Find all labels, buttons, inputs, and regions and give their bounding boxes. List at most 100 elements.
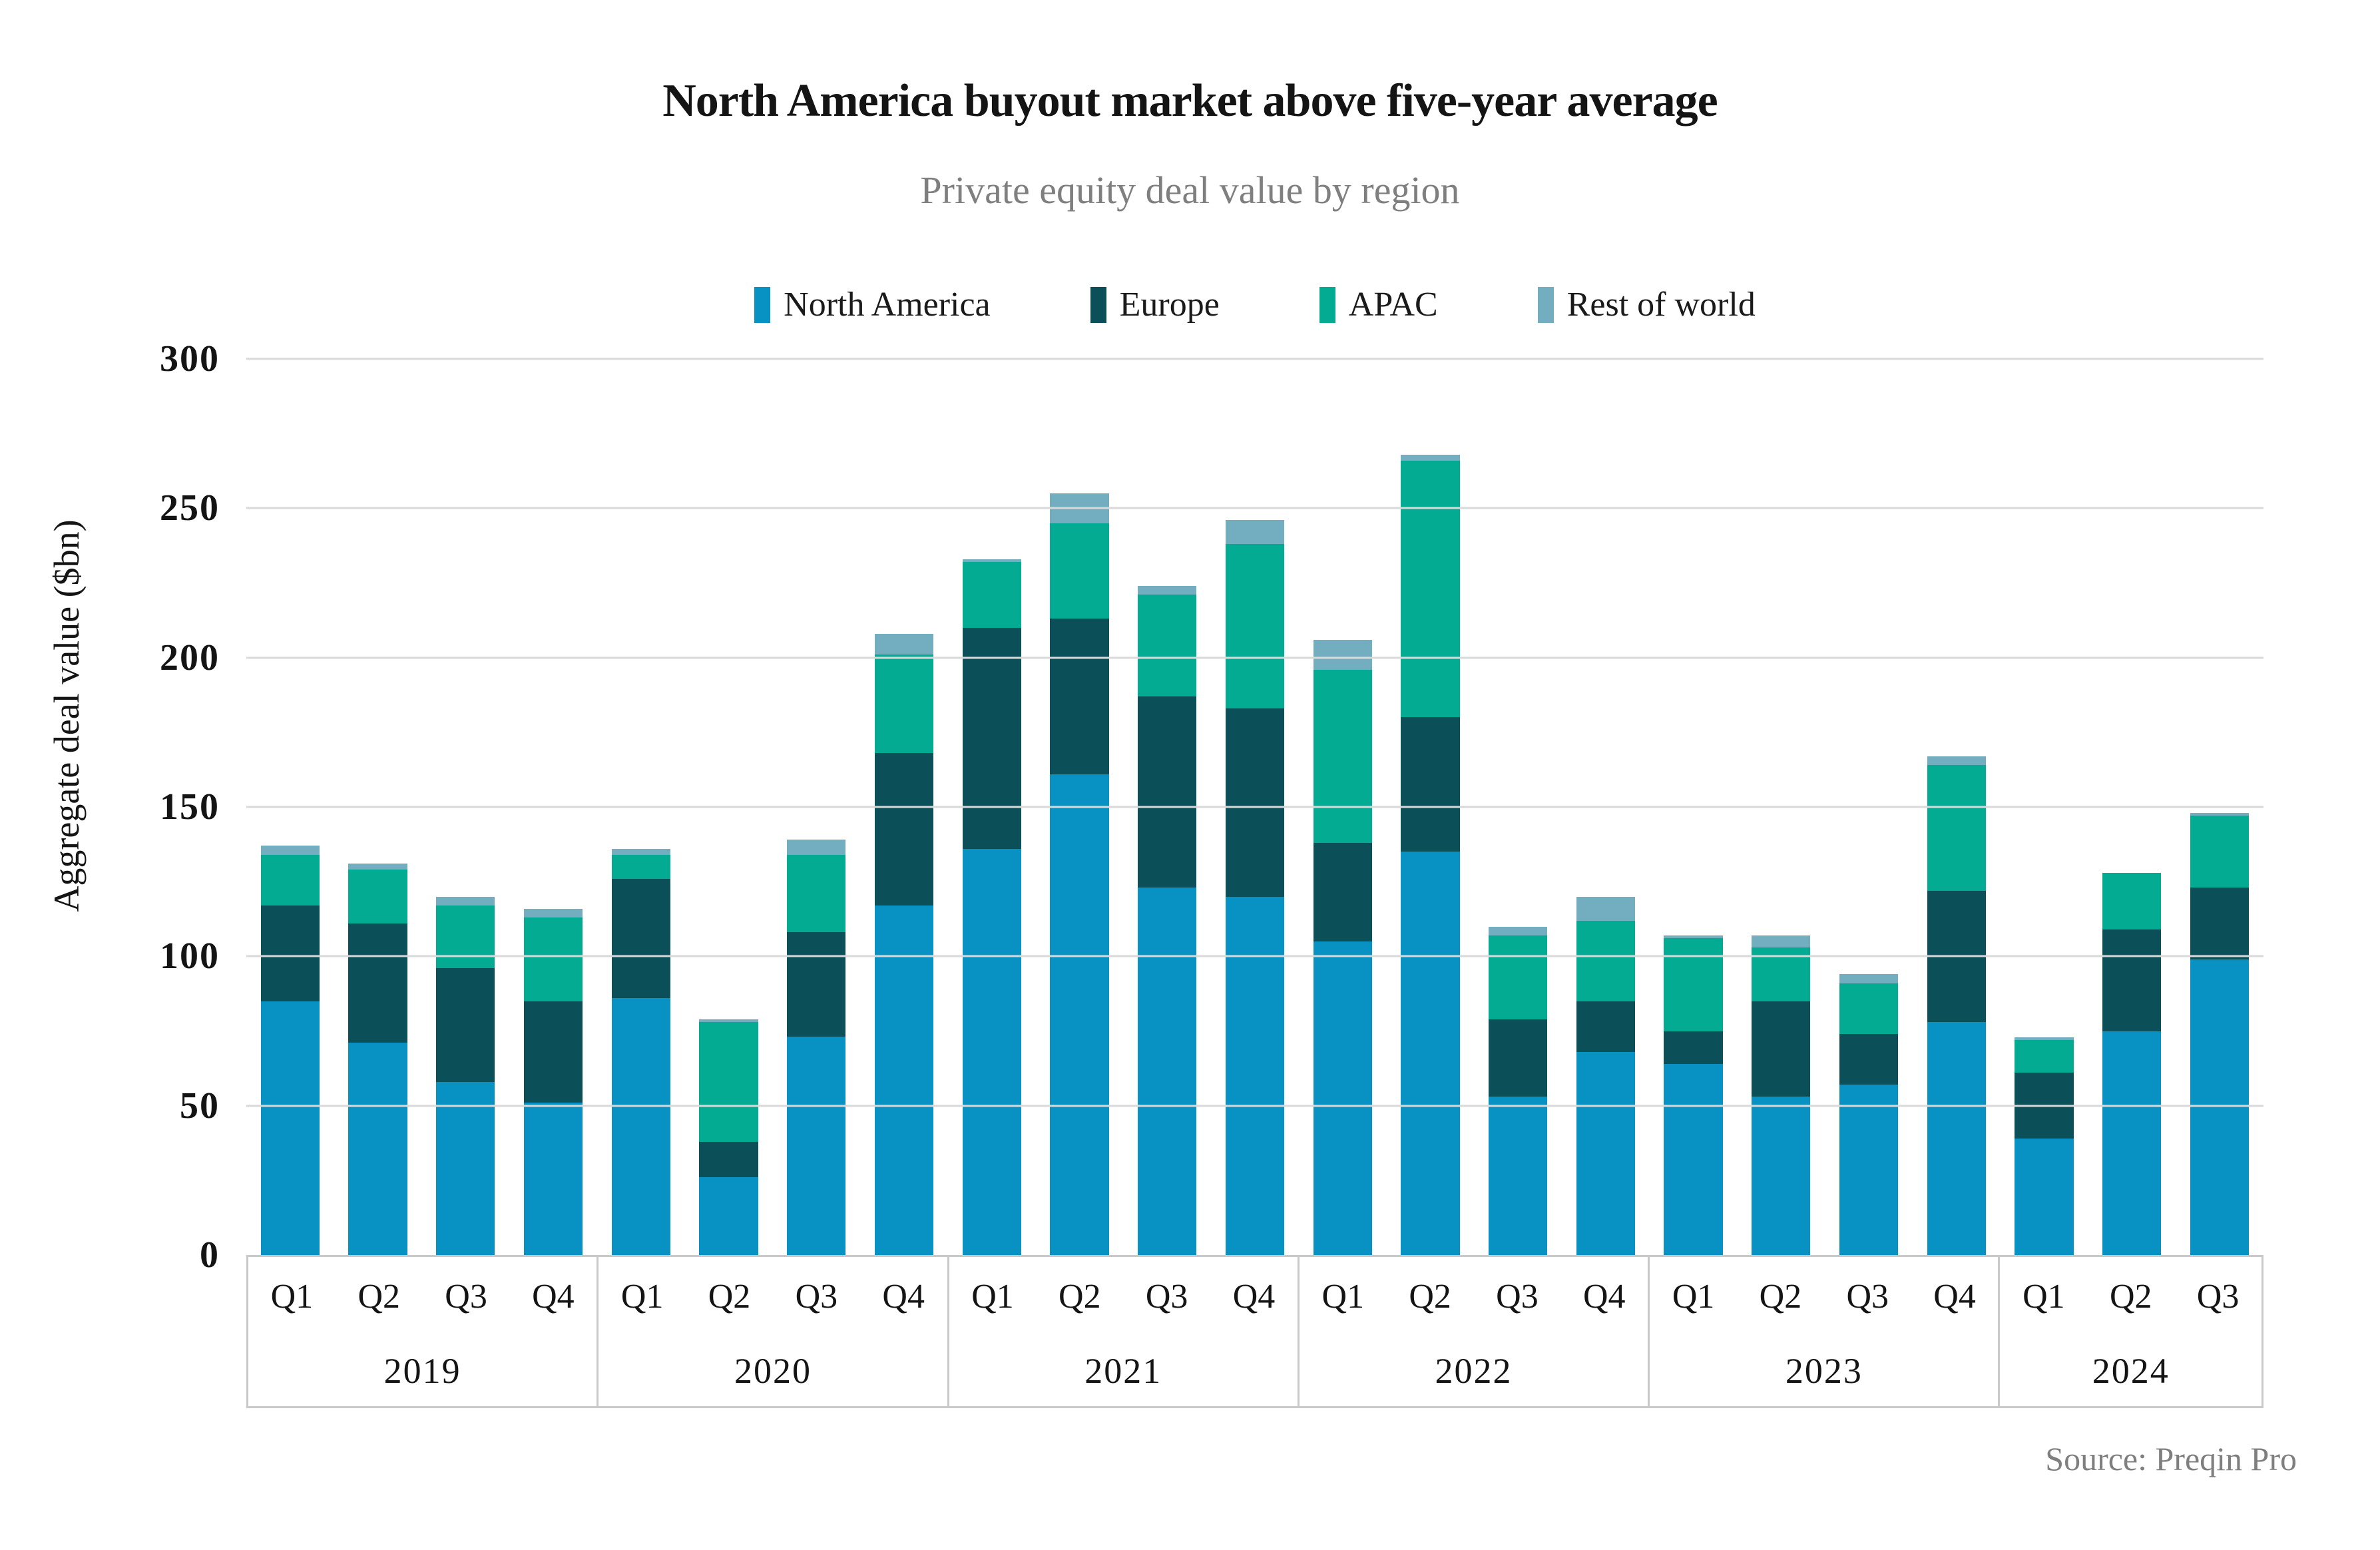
- x-label-2024-q2: Q2: [2109, 1277, 2152, 1316]
- bar-segment-rest-of-world: [436, 896, 495, 906]
- bar-segment-rest-of-world: [787, 840, 846, 855]
- bar-segment-europe: [1752, 1001, 1811, 1097]
- quarter-row-2024: Q1 Q2 Q3: [2000, 1257, 2261, 1336]
- x-label-2022-q2: Q2: [1409, 1277, 1451, 1316]
- bar-slot-2020-q3: [772, 359, 860, 1255]
- bar-slot-2022-q4: [1562, 359, 1650, 1255]
- x-label-2022-q4: Q4: [1583, 1277, 1626, 1316]
- bar-segment-apac: [699, 1022, 758, 1142]
- year-group-2023: Q1 Q2 Q3 Q4 2023: [1650, 1257, 2001, 1406]
- bar-slot-2021-q1: [948, 359, 1036, 1255]
- year-group-2021: Q1 Q2 Q3 Q4 2021: [949, 1257, 1300, 1406]
- year-label-2022: 2022: [1435, 1351, 1513, 1391]
- plot-area: [246, 358, 2263, 1255]
- quarter-row-2021: Q1 Q2 Q3 Q4: [949, 1257, 1298, 1336]
- year-group-2020: Q1 Q2 Q3 Q4 2020: [598, 1257, 949, 1406]
- bar-segment-rest-of-world: [874, 633, 934, 655]
- legend-label: Rest of world: [1566, 286, 1756, 324]
- year-label-2019: 2019: [383, 1351, 461, 1391]
- stacked-bar-2020-q2: [699, 359, 758, 1255]
- legend-swatch-icon: [1537, 286, 1554, 323]
- x-axis: Q1 Q2 Q3 Q4 2019 Q1 Q2 Q3 Q4 2020 Q1 Q2 Q3 Q4 2021 Q1 Q2…: [246, 1255, 2263, 1408]
- bar-slot-2022-q1: [1299, 359, 1387, 1255]
- legend-swatch-icon: [1319, 286, 1335, 323]
- bar-segment-europe: [436, 968, 495, 1082]
- stacked-bar-2019-q1: [260, 359, 320, 1255]
- x-label-2023-q3: Q3: [1846, 1277, 1889, 1316]
- bar-slot-2019-q1: [246, 359, 334, 1255]
- y-tick-label-50: 50: [180, 1085, 220, 1127]
- bar-segment-north-america: [787, 1037, 846, 1255]
- bar-segment-north-america: [1489, 1097, 1548, 1255]
- bar-segment-europe: [1401, 717, 1460, 852]
- bar-slot-2021-q2: [1036, 359, 1124, 1255]
- bar-slot-2022-q3: [1474, 359, 1562, 1255]
- bar-segment-apac: [962, 562, 1021, 628]
- bar-segment-north-america: [348, 1043, 407, 1255]
- stacked-bar-2019-q2: [348, 359, 407, 1255]
- bar-segment-rest-of-world: [1576, 896, 1635, 921]
- bar-segment-europe: [611, 878, 670, 999]
- source-note: Source: Preqin Pro: [2045, 1440, 2297, 1477]
- chart-subtitle: Private equity deal value by region: [920, 168, 1460, 212]
- y-tick-label-0: 0: [200, 1234, 220, 1276]
- stacked-bar-2021-q1: [962, 359, 1021, 1255]
- x-label-2019-q4: Q4: [532, 1277, 575, 1316]
- bar-segment-north-america: [1576, 1051, 1635, 1255]
- bar-segment-apac: [1225, 544, 1285, 708]
- bar-segment-europe: [1839, 1034, 1899, 1085]
- year-label-2024: 2024: [2092, 1351, 2170, 1391]
- bar-segment-apac: [1401, 460, 1460, 718]
- bar-segment-apac: [348, 870, 407, 923]
- bar-segment-rest-of-world: [348, 864, 407, 870]
- x-label-2022-q3: Q3: [1496, 1277, 1539, 1316]
- legend-swatch-icon: [754, 286, 771, 323]
- bar-segment-apac: [436, 905, 495, 969]
- bar-segment-north-america: [1401, 852, 1460, 1255]
- bar-segment-apac: [1313, 669, 1372, 843]
- bar-segment-north-america: [874, 905, 934, 1255]
- bar-segment-apac: [1050, 523, 1109, 619]
- year-group-2019: Q1 Q2 Q3 Q4 2019: [246, 1257, 599, 1406]
- stacked-bar-2020-q1: [611, 359, 670, 1255]
- bar-segment-apac: [1839, 983, 1899, 1034]
- legend-swatch-icon: [1090, 286, 1106, 323]
- x-label-2023-q1: Q1: [1672, 1277, 1715, 1316]
- x-label-2021-q1: Q1: [971, 1277, 1014, 1316]
- bar-segment-rest-of-world: [1138, 586, 1197, 595]
- bar-segment-europe: [787, 932, 846, 1037]
- bar-segment-rest-of-world: [1839, 974, 1899, 983]
- bar-segment-rest-of-world: [260, 846, 320, 855]
- gridline-200: [246, 656, 2263, 659]
- bar-segment-europe: [1664, 1031, 1723, 1064]
- bar-segment-north-america: [436, 1081, 495, 1255]
- bar-segment-europe: [260, 905, 320, 1001]
- x-label-2023-q4: Q4: [1933, 1277, 1976, 1316]
- bar-segment-apac: [523, 917, 583, 1001]
- bar-slot-2024-q3: [2176, 359, 2263, 1255]
- bar-segment-north-america: [1664, 1063, 1723, 1255]
- legend-label: Europe: [1119, 286, 1220, 324]
- legend-item-rest-of-world: Rest of world: [1537, 285, 1756, 324]
- bar-segment-rest-of-world: [1489, 926, 1548, 935]
- gridline-150: [246, 806, 2263, 808]
- bar-segment-europe: [1576, 1001, 1635, 1052]
- stacked-bar-2021-q2: [1050, 359, 1109, 1255]
- bar-segment-europe: [523, 1001, 583, 1103]
- gridline-50: [246, 1105, 2263, 1107]
- bar-segment-north-america: [1839, 1085, 1899, 1255]
- bar-segment-north-america: [1927, 1022, 1986, 1255]
- bar-segment-europe: [874, 753, 934, 906]
- bar-segment-rest-of-world: [1225, 520, 1285, 545]
- year-group-2022: Q1 Q2 Q3 Q4 2022: [1300, 1257, 1650, 1406]
- x-label-2019-q2: Q2: [357, 1277, 401, 1316]
- quarter-row-2019: Q1 Q2 Q3 Q4: [248, 1257, 596, 1336]
- bar-segment-apac: [1576, 920, 1635, 1001]
- bar-segment-north-america: [1050, 774, 1109, 1255]
- y-tick-label-150: 150: [160, 786, 220, 828]
- bar-segment-rest-of-world: [699, 1019, 758, 1023]
- bar-slot-2019-q3: [421, 359, 509, 1255]
- bar-slot-2020-q2: [685, 359, 773, 1255]
- bar-segment-north-america: [962, 848, 1021, 1255]
- stacked-bar-2023-q3: [1839, 359, 1899, 1255]
